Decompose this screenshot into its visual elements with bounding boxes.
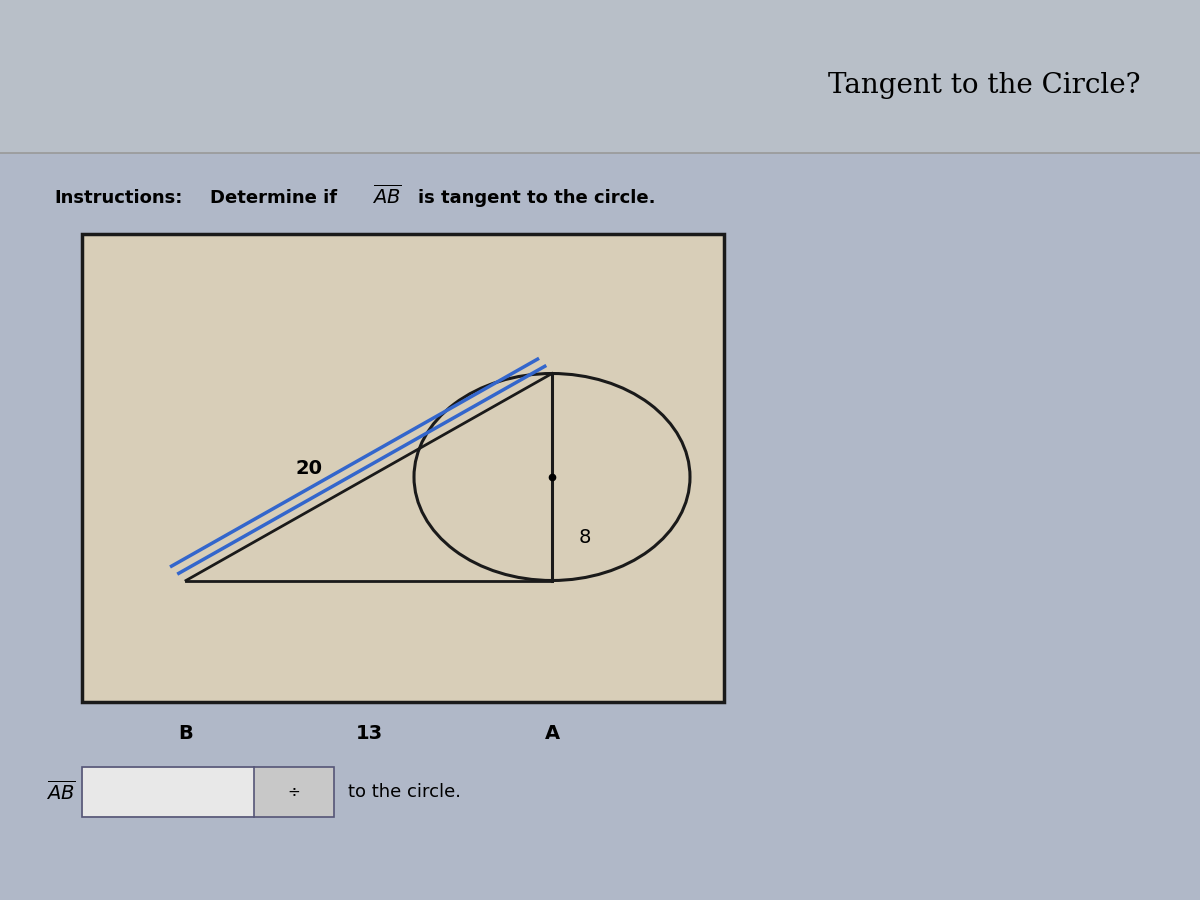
Bar bbox=[82, 767, 334, 817]
Text: B: B bbox=[179, 724, 193, 743]
Text: Determine if: Determine if bbox=[210, 189, 337, 207]
Text: to the circle.: to the circle. bbox=[348, 783, 461, 801]
Text: Tangent to the Circle?: Tangent to the Circle? bbox=[828, 72, 1140, 99]
Text: A: A bbox=[545, 724, 559, 743]
Text: ÷: ÷ bbox=[288, 785, 300, 799]
Bar bbox=[83, 768, 254, 816]
Text: $\overline{AB}$: $\overline{AB}$ bbox=[372, 184, 402, 208]
Bar bbox=[82, 234, 724, 702]
Text: 20: 20 bbox=[295, 458, 323, 478]
Text: is tangent to the circle.: is tangent to the circle. bbox=[418, 189, 655, 207]
Text: $\overline{AB}$: $\overline{AB}$ bbox=[46, 780, 76, 804]
Text: 13: 13 bbox=[355, 724, 383, 743]
Text: 8: 8 bbox=[578, 528, 590, 547]
Bar bbox=[0, 0, 1200, 153]
Text: Instructions:: Instructions: bbox=[54, 189, 182, 207]
